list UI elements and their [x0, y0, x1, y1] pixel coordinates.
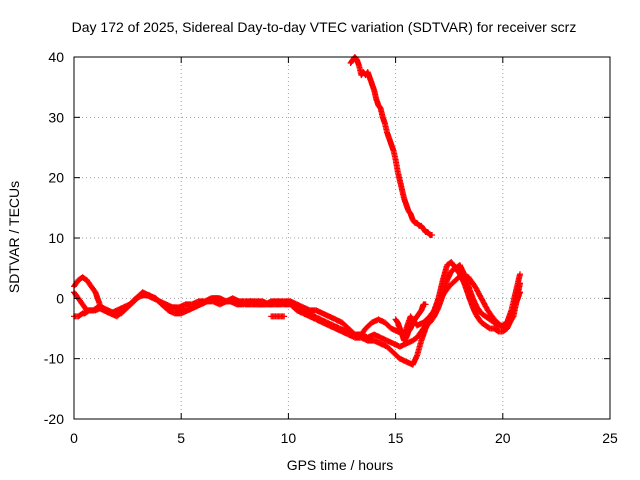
data-point	[411, 314, 420, 323]
data-point	[79, 274, 89, 283]
x-axis-label: GPS time / hours	[287, 457, 394, 473]
data-point	[491, 316, 503, 328]
y-tick-label: 40	[48, 49, 64, 65]
data-point	[426, 314, 437, 326]
y-tick-label: 30	[48, 109, 64, 125]
data-point	[474, 313, 484, 325]
data-point	[420, 314, 432, 326]
data-point	[416, 308, 424, 317]
data-point	[88, 283, 98, 295]
series-arc-4	[347, 54, 435, 238]
data-point	[390, 349, 402, 361]
data-point	[124, 299, 136, 311]
data-point	[433, 293, 446, 311]
x-tick-label: 10	[281, 430, 297, 446]
data-point	[474, 304, 484, 316]
data-point	[414, 339, 424, 359]
data-point	[478, 310, 488, 319]
data-point	[422, 320, 432, 329]
data-point	[420, 225, 428, 234]
data-point	[347, 58, 355, 66]
data-point	[465, 274, 477, 288]
data-point	[409, 335, 419, 344]
chart-title: Day 172 of 2025, Sidereal Day-to-day VTE…	[72, 19, 577, 35]
data-point	[405, 326, 413, 335]
series-arc-3	[71, 271, 523, 341]
data-point	[418, 222, 426, 231]
y-tick-label: -20	[44, 411, 64, 427]
y-tick-label: 20	[48, 170, 64, 186]
data-point	[150, 295, 162, 304]
data-point	[414, 311, 422, 320]
data-point	[401, 335, 409, 344]
data-point	[409, 216, 418, 225]
y-tick-label: -10	[44, 351, 64, 367]
data-point	[356, 326, 368, 341]
x-tick-label: 0	[70, 430, 78, 446]
data-point	[405, 207, 413, 216]
data-point	[131, 293, 143, 305]
data-point	[491, 325, 501, 334]
data-point	[375, 102, 383, 111]
data-point	[414, 329, 424, 341]
data-point	[409, 317, 418, 326]
series-arc-1	[71, 259, 523, 368]
y-tick-label: 10	[48, 230, 64, 246]
data-point	[291, 301, 304, 313]
data-point	[439, 284, 452, 299]
data-point	[339, 319, 351, 331]
y-axis-label: SDTVAR / TECUs	[6, 181, 22, 293]
data-point	[517, 280, 523, 287]
data-point	[510, 281, 523, 320]
data-point	[229, 295, 241, 304]
data-point	[362, 320, 374, 332]
x-tick-label: 20	[495, 430, 511, 446]
data-point	[392, 316, 400, 325]
data-point	[482, 313, 492, 322]
data-point	[83, 277, 94, 289]
data-point	[214, 295, 226, 304]
data-point	[471, 283, 484, 300]
data-point	[381, 319, 394, 331]
axis-ticks: 0 5 10 15 20 25 -20 -10 0 10 20 30 40	[44, 49, 618, 446]
data-point	[486, 316, 497, 325]
data-point	[392, 156, 401, 174]
data-point	[414, 219, 422, 228]
data-point	[478, 319, 488, 328]
data-point	[426, 305, 439, 320]
data-point	[281, 313, 288, 320]
data-point	[448, 265, 458, 275]
x-tick-label: 25	[602, 430, 618, 446]
data-point	[504, 314, 516, 329]
data-point	[79, 301, 89, 313]
data-point	[478, 295, 491, 313]
data-point	[75, 311, 85, 320]
data-point	[446, 278, 458, 290]
plot-data	[71, 54, 523, 368]
data-point	[118, 305, 130, 317]
data-point	[384, 343, 396, 355]
data-point	[482, 322, 492, 331]
data-point	[429, 232, 435, 238]
grid-lines	[74, 57, 610, 419]
y-tick-label: 0	[56, 290, 64, 306]
data-point	[418, 323, 428, 335]
data-point	[422, 301, 429, 308]
data-point	[424, 229, 433, 237]
data-point	[499, 326, 509, 335]
x-tick-label: 5	[177, 430, 185, 446]
data-point	[484, 307, 497, 322]
series-arc-5	[268, 301, 429, 344]
data-point	[439, 263, 450, 284]
x-tick-label: 15	[388, 430, 404, 446]
data-point	[517, 271, 523, 278]
data-point	[371, 331, 383, 340]
